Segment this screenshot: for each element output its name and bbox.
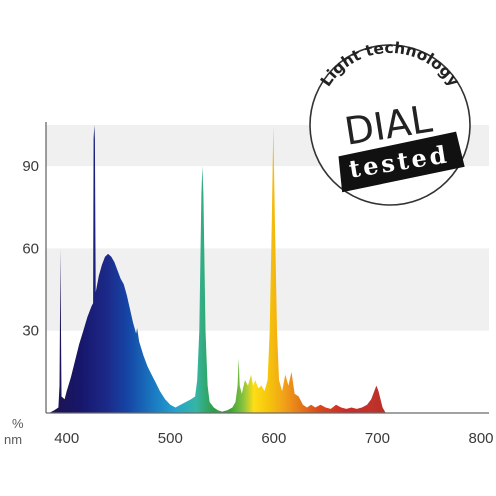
axes <box>45 122 489 414</box>
y-unit-label: % <box>12 416 24 431</box>
y-tick-label-30: 30 <box>22 323 39 340</box>
x-tick-label-800: 800 <box>468 430 493 447</box>
tick-labels: 30 60 90 400 500 600 700 800 <box>22 158 493 447</box>
y-tick-label-60: 60 <box>22 240 39 257</box>
x-tick-label-500: 500 <box>158 430 183 447</box>
x-tick-label-400: 400 <box>54 430 79 447</box>
x-tick-label-700: 700 <box>365 430 390 447</box>
dial-tested-seal: Light technology DIAL tested <box>309 39 471 206</box>
y-tick-label-90: 90 <box>22 158 39 175</box>
spectrum-area-1 <box>49 125 386 413</box>
x-unit-label: nm <box>4 432 22 447</box>
x-tick-label-600: 600 <box>261 430 286 447</box>
spectrum-layer <box>49 125 386 413</box>
